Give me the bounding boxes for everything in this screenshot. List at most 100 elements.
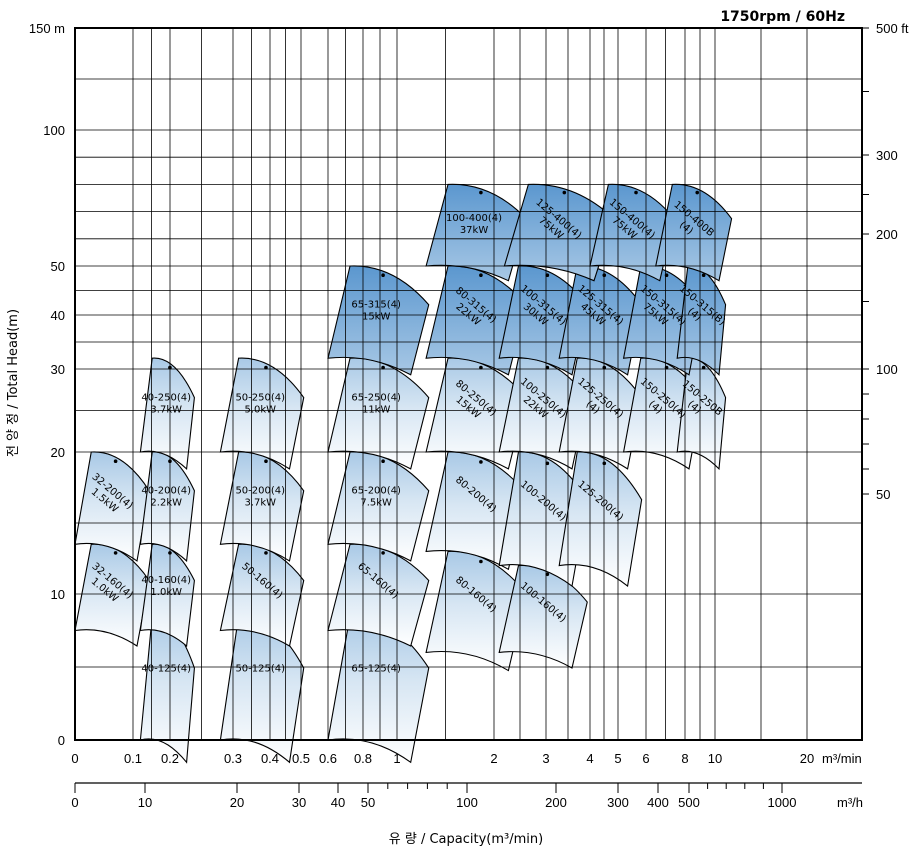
x-top-tick-16: 20 [800,751,814,766]
zone-label-line: 7.5kW [360,498,392,509]
zone-label-1: 50-125(4) [235,664,285,675]
zone-point-31 [562,190,567,195]
x-top-tick-9: 2 [490,751,497,766]
zone-label-line: 40-125(4) [141,664,191,675]
zone-point-20 [545,365,550,370]
zone-label-line: 11kW [362,404,391,415]
y-left-tick-6: 10 [51,587,65,602]
zone-point-32 [634,190,638,195]
y-left-tick-7: 0 [58,733,65,748]
x-top-tick-8: 1 [393,751,400,766]
zone-label-line: 65-200(4) [351,486,401,497]
zone-label-11: 50-200(4) 3.7kW [235,486,285,509]
x-top-tick-4: 0.4 [261,751,279,766]
zone-label-line: 5.0kW [244,404,276,415]
zone-point-7 [479,559,483,564]
zone-point-33 [695,190,700,195]
x-axis-label: 유 량 / Capacity(m³/min) [389,832,543,847]
zone-label-line: 65-315(4) [351,299,401,310]
zone-point-14 [545,461,550,466]
zone-point-19 [479,365,483,370]
zone-label-line: 65-250(4) [351,392,401,403]
x-top-tick-13: 6 [642,751,649,766]
x-top-tick-15: 10 [708,751,722,766]
zone-label-line: 50-125(4) [235,664,285,675]
zone-point-30 [479,190,483,195]
zone-label-12: 65-200(4) 7.5kW [351,486,401,509]
zone-label-18: 65-250(4) 11kW [351,392,401,415]
y-right-tick-0: 500 ft [876,21,909,36]
x-bottom-unit: m³/h [837,795,863,810]
zone-point-12 [381,459,385,464]
x-bottom-tick-8: 300 [607,795,629,810]
x-top-tick-10: 3 [542,751,549,766]
x-top-tick-5: 0.5 [292,751,310,766]
zone-label-16: 40-250(4) 3.7kW [141,392,191,415]
zone-label-line: 37kW [460,225,489,236]
zone-label-line: 40-250(4) [141,392,191,403]
x-top-tick-14: 8 [681,751,688,766]
x-top-tick-6: 0.6 [319,751,337,766]
x-bottom-tick-1: 10 [138,795,152,810]
zone-label-10: 40-200(4) 2.2kW [141,486,191,509]
x-bottom-tick-10: 500 [678,795,700,810]
zone-6 [327,543,430,647]
y-right-tick-1: 300 [876,148,898,163]
x-bottom-tick-11: 1000 [768,795,797,810]
x-top-tick-7: 0.8 [354,751,372,766]
zone-label-line: 50-200(4) [235,486,285,497]
chart-title: 1750rpm / 60Hz [720,9,845,25]
zone-point-23 [701,365,706,370]
zone-label-line: 100-400(4) [446,213,502,224]
performance-zones [74,183,733,764]
zone-24 [327,265,430,376]
y-left-tick-2: 50 [51,259,65,274]
zone-label-line: 3.7kW [150,404,182,415]
y-right-tick-3: 100 [876,362,898,377]
zone-point-3 [113,551,118,555]
zone-label-24: 65-315(4) 15kW [351,299,401,322]
zone-point-24 [381,273,385,278]
x-top-unit: m³/min [822,751,862,766]
x-bottom-tick-3: 30 [292,795,306,810]
zone-label-line: 65-125(4) [351,664,401,675]
zone-label-4: 40-160(4) 1.0kW [141,575,191,598]
plot-frame [74,27,863,741]
zone-label-2: 65-125(4) [351,664,401,675]
zone-label-17: 50-250(4) 5.0kW [235,392,285,415]
x-bottom-tick-5: 50 [361,795,375,810]
x-bottom-tick-9: 400 [647,795,669,810]
zone-point-11 [264,459,268,464]
zone-label-line: 3.7kW [244,498,276,509]
x-top-tick-12: 5 [614,751,621,766]
x-top-tick-0: 0 [71,751,78,766]
x-top-tick-1: 0.1 [124,751,142,766]
zone-point-8 [545,572,550,577]
zone-label-line: 40-160(4) [141,575,191,586]
x-top-tick-11: 4 [586,751,593,766]
y-axis-label: 전 양 정 / Total Head(m) [6,309,21,457]
zone-label-0: 40-125(4) [141,664,191,675]
y-left-tick-1: 100 [43,123,65,138]
grid [75,28,862,740]
zone-label-line: 15kW [362,311,391,322]
y-right-tick-2: 200 [876,227,898,242]
x-bottom-tick-0: 0 [71,795,78,810]
zone-point-26 [545,273,550,278]
zone-point-5 [264,551,268,555]
zone-point-13 [479,460,483,464]
y-left-tick-0: 150 m [29,21,65,36]
x-bottom-tick-6: 100 [456,795,478,810]
zone-label-line: 40-200(4) [141,486,191,497]
x-bottom-tick-2: 20 [230,795,244,810]
zone-label-30: 100-400(4) 37kW [446,213,502,236]
zone-point-9 [113,459,118,464]
zone-point-25 [479,273,483,278]
y-left-tick-3: 40 [51,308,65,323]
zone-point-29 [701,273,706,278]
y-left-tick-4: 30 [51,362,65,377]
zone-label-line: 50-250(4) [235,392,285,403]
zone-point-18 [381,365,385,370]
